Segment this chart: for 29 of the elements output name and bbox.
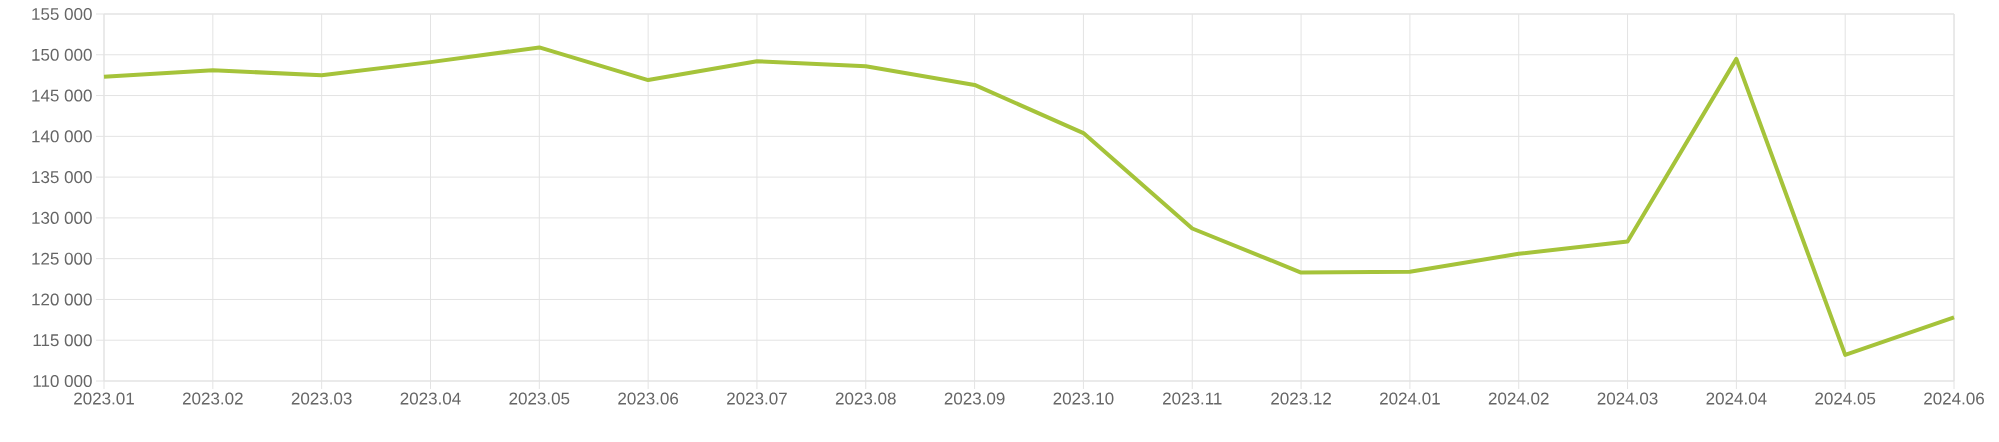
x-tick-label: 2023.12 bbox=[1271, 392, 1331, 405]
x-tick-label: 2024.05 bbox=[1815, 392, 1876, 405]
y-tick-label: 140 000 bbox=[32, 130, 92, 143]
x-tick-label: 2023.01 bbox=[74, 392, 134, 405]
y-tick-label: 155 000 bbox=[32, 7, 92, 21]
y-tick-label: 115 000 bbox=[33, 334, 92, 347]
y-tick-label: 145 000 bbox=[32, 89, 92, 102]
y-tick-label: 120 000 bbox=[32, 293, 92, 306]
x-tick-label: 2023.07 bbox=[727, 392, 787, 405]
x-tick-label: 2024.03 bbox=[1597, 392, 1658, 405]
x-tick-label: 2023.06 bbox=[618, 392, 679, 405]
x-tick-label: 2024.06 bbox=[1924, 392, 1984, 405]
x-tick-label: 2023.09 bbox=[944, 392, 1005, 405]
x-tick-label: 2024.02 bbox=[1488, 392, 1549, 405]
x-tick-label: 2023.10 bbox=[1053, 392, 1114, 405]
y-tick-label: 125 000 bbox=[32, 252, 92, 265]
line-series bbox=[102, 45, 1957, 357]
y-tick-label: 135 000 bbox=[32, 171, 92, 184]
x-tick-label: 2023.05 bbox=[509, 392, 570, 405]
x-tick-label: 2024.04 bbox=[1706, 392, 1767, 405]
x-tick-label: 2023.08 bbox=[835, 392, 896, 405]
x-tick-label: 2023.03 bbox=[291, 392, 352, 405]
x-tick-label: 2023.04 bbox=[400, 392, 461, 405]
y-tick-label: 110 000 bbox=[33, 374, 92, 388]
y-tick-label: 150 000 bbox=[32, 48, 92, 61]
x-tick-label: 2023.11 bbox=[1163, 392, 1222, 405]
y-tick-label: 130 000 bbox=[32, 211, 92, 224]
x-tick-label: 2023.02 bbox=[182, 392, 243, 405]
x-tick-label: 2024.01 bbox=[1380, 392, 1440, 405]
